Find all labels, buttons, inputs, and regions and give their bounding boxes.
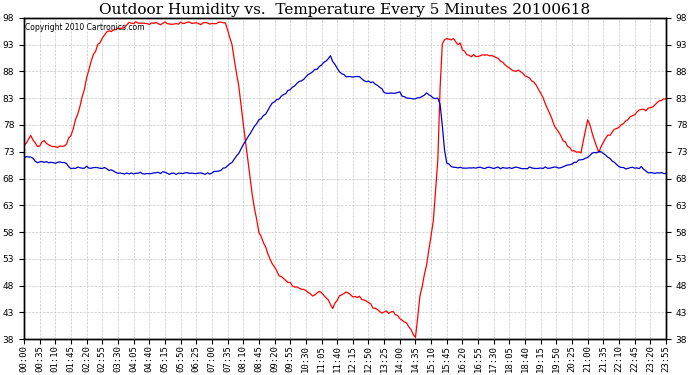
Title: Outdoor Humidity vs.  Temperature Every 5 Minutes 20100618: Outdoor Humidity vs. Temperature Every 5…: [99, 3, 591, 17]
Text: Copyright 2010 Cartronics.com: Copyright 2010 Cartronics.com: [26, 23, 145, 32]
